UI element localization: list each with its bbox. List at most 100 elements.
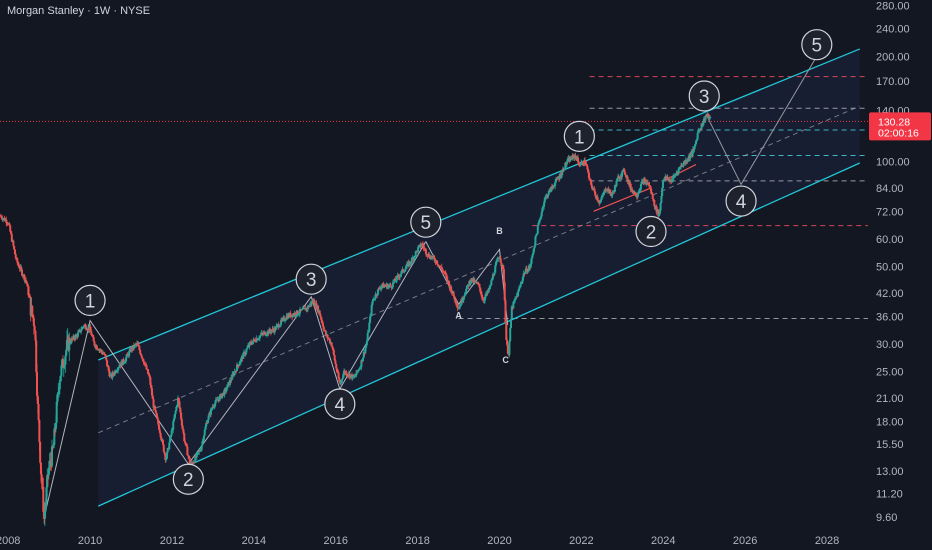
x-tick-label: 2024 (651, 535, 675, 547)
candle-body (581, 161, 584, 165)
abc-label[interactable]: A (455, 310, 462, 320)
candle-body (332, 347, 335, 351)
candle-body (71, 338, 74, 340)
candle-body (298, 313, 301, 315)
abc-label[interactable]: B (496, 226, 503, 236)
candle-body (63, 364, 66, 367)
candle-body (36, 395, 39, 404)
channel-upper-line[interactable] (98, 48, 861, 361)
candle-body (420, 245, 423, 247)
candle-body (35, 340, 38, 372)
subwave-line[interactable] (593, 187, 652, 212)
candle-body (487, 289, 490, 292)
candle-body (510, 306, 513, 320)
candle-body (495, 260, 498, 263)
wave-label-circle[interactable] (295, 263, 327, 295)
wave-label[interactable]: 1 (574, 127, 585, 148)
candle-body (174, 410, 177, 415)
candle-body (165, 458, 168, 460)
candle-body (593, 188, 596, 192)
candle-body (68, 338, 71, 351)
candle-body (276, 324, 279, 326)
candle-body (632, 190, 635, 194)
candle-body (284, 320, 287, 322)
candle-body (682, 163, 685, 167)
x-tick-label: 2022 (569, 535, 593, 547)
wave-count-line[interactable] (44, 241, 427, 514)
candle-body (478, 283, 481, 288)
candle-body (96, 348, 99, 350)
candle-body (257, 338, 260, 340)
channel-mid-line[interactable] (98, 105, 861, 434)
wave-label[interactable]: 1 (85, 291, 96, 312)
projection-line[interactable] (705, 56, 818, 186)
candle-body (32, 318, 35, 326)
wave-label[interactable]: 4 (335, 395, 346, 416)
wave-label[interactable]: 2 (646, 223, 657, 244)
candle-body (341, 378, 344, 380)
candle-body (398, 275, 401, 278)
candle-body (373, 298, 376, 300)
candle-body (60, 365, 63, 376)
candle-body (634, 191, 637, 196)
channel-lower-line[interactable] (97, 162, 861, 507)
wave-label[interactable]: 5 (421, 213, 432, 234)
candle-body (171, 429, 174, 431)
wave-label[interactable]: 4 (736, 192, 747, 213)
candle-body (657, 209, 660, 217)
candle-body (561, 171, 564, 176)
candle-body (601, 195, 604, 197)
wave-label-circle[interactable] (410, 206, 442, 238)
wave-label-circle[interactable] (74, 284, 106, 316)
candle-body (666, 177, 669, 180)
candle-body (197, 451, 200, 453)
wave-label[interactable]: 3 (306, 270, 317, 291)
candle-body (499, 258, 502, 263)
candle-body (636, 194, 639, 198)
candle-body (210, 408, 213, 415)
candle-body (543, 197, 546, 203)
wave-label-circle[interactable] (801, 29, 833, 61)
candle-body (539, 216, 542, 219)
candle-body (200, 445, 203, 451)
candle-body (133, 344, 136, 348)
candle-body (380, 286, 383, 288)
wave-label[interactable]: 3 (699, 87, 710, 108)
candle-body (541, 207, 544, 212)
y-tick-label: 84.00 (876, 183, 904, 195)
candle-body (486, 290, 489, 294)
wave-label-circle[interactable] (725, 185, 757, 217)
candle-body (465, 289, 468, 294)
candle-body (643, 179, 646, 184)
candle-body (635, 195, 638, 197)
wave-label-circle[interactable] (324, 388, 356, 420)
candle-body (140, 355, 143, 358)
candle-body (653, 200, 656, 207)
candle-body (450, 286, 453, 293)
candle-body (431, 257, 434, 259)
candle-body (540, 211, 543, 217)
wave-label[interactable]: 5 (812, 36, 823, 57)
candle-body (199, 450, 202, 452)
candle-body (587, 172, 590, 179)
candle-body (406, 263, 409, 267)
wave-label-circle[interactable] (563, 120, 595, 152)
candle-body (281, 318, 284, 321)
candle-body (464, 293, 467, 296)
candle-body (238, 363, 241, 366)
candle-body (52, 444, 55, 449)
candle-body (298, 309, 301, 314)
abc-label[interactable]: C (502, 355, 509, 365)
wave-label[interactable]: 2 (183, 470, 194, 491)
candle-body (588, 178, 591, 180)
candle-body (297, 314, 300, 316)
wave-label-circle[interactable] (688, 80, 720, 112)
wave-label-circle[interactable] (172, 463, 204, 495)
candle-body (100, 349, 103, 352)
wave-label-circle[interactable] (635, 215, 667, 248)
candle-body (9, 225, 12, 232)
candle-body (544, 196, 547, 198)
candle-body (162, 444, 165, 452)
candle-body (660, 196, 663, 203)
